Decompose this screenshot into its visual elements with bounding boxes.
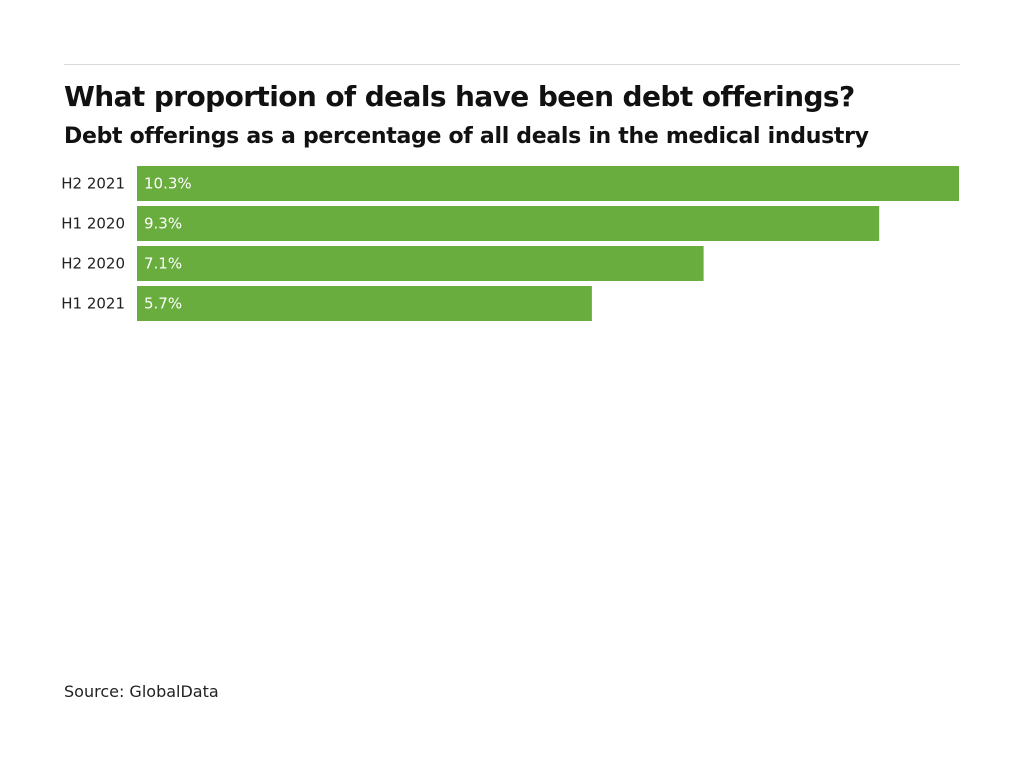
top-divider [64, 64, 960, 65]
value-label: 5.7% [144, 295, 182, 313]
bar-h1-2020 [137, 206, 880, 241]
category-label: H1 2021 [61, 295, 125, 313]
category-label: H2 2021 [61, 175, 125, 193]
chart-title: What proportion of deals have been debt … [64, 80, 855, 113]
category-label: H1 2020 [61, 215, 125, 233]
source-note: Source: GlobalData [64, 682, 219, 701]
bar-h2-2021 [137, 166, 959, 201]
value-label: 9.3% [144, 215, 182, 233]
bar-h2-2020 [137, 246, 704, 281]
value-label: 10.3% [144, 175, 192, 193]
bar-h1-2021 [137, 286, 592, 321]
chart-subtitle: Debt offerings as a percentage of all de… [64, 124, 869, 149]
category-label: H2 2020 [61, 255, 125, 273]
value-label: 7.1% [144, 255, 182, 273]
